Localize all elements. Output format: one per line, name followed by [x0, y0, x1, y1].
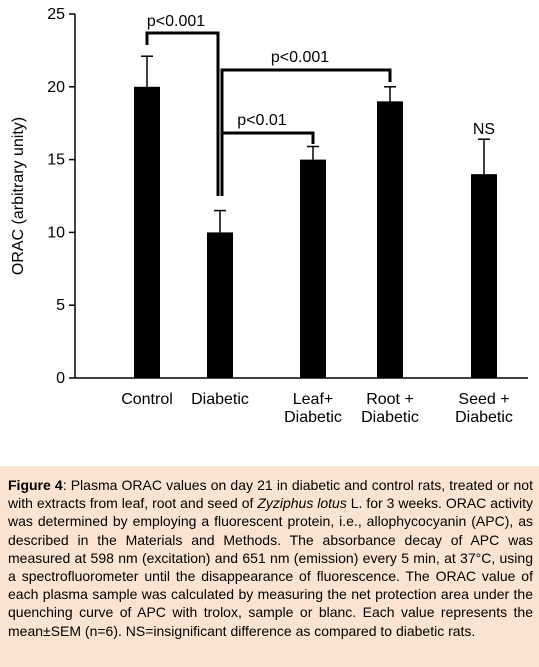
- x-tick-label: Diabetic: [191, 391, 249, 408]
- bar: [134, 86, 160, 379]
- x-tick-label: Leaf+: [293, 391, 333, 408]
- y-tick-label: 15: [47, 152, 65, 169]
- species-name: Zyziphus lotus: [257, 495, 347, 512]
- significance-bracket: [220, 131, 315, 196]
- x-tick-label: Diabetic: [284, 409, 342, 426]
- figure-label: Figure 4: [8, 477, 63, 493]
- caption-text: Figure 4: Plasma ORAC values on day 21 i…: [8, 476, 533, 640]
- bar-chart: 0 5 10 15 20 25 p<0.001 p<0.001 p<0.01 NS Contro…: [10, 6, 528, 426]
- y-tick-label: 5: [56, 297, 65, 314]
- y-tick-label: 25: [47, 6, 65, 23]
- x-tick-label: Control: [121, 391, 173, 408]
- bar: [471, 174, 497, 378]
- bars: [134, 55, 497, 379]
- significance-label: p<0.01: [237, 112, 286, 129]
- y-tick-label: 10: [47, 224, 65, 241]
- y-axis: 0 5 10 15 20 25: [47, 6, 76, 387]
- significance-annotations: p<0.001 p<0.001 p<0.01 NS: [145, 13, 495, 196]
- bar: [300, 159, 326, 378]
- significance-label: p<0.001: [271, 49, 329, 66]
- x-tick-label: Root +: [366, 391, 414, 408]
- y-axis-label: ORAC (arbitrary unity): [10, 117, 27, 275]
- x-tick-label: Diabetic: [361, 409, 419, 426]
- caption-part-2: L. for 3 weeks. ORAC activity was determ…: [8, 495, 534, 639]
- significance-label: p<0.001: [147, 13, 205, 30]
- x-tick-label: Diabetic: [455, 409, 513, 426]
- x-tick-label: Seed +: [458, 391, 509, 408]
- ns-label: NS: [473, 121, 495, 138]
- figure-caption: Figure 4: Plasma ORAC values on day 21 i…: [0, 466, 539, 667]
- y-tick-label: 0: [56, 370, 65, 387]
- y-tick-label: 20: [47, 79, 65, 96]
- bar: [207, 232, 233, 378]
- caption-part-1: : Plasma ORAC values on day 21 in diabet…: [8, 477, 533, 512]
- bar: [377, 101, 403, 379]
- significance-bracket: [145, 31, 220, 196]
